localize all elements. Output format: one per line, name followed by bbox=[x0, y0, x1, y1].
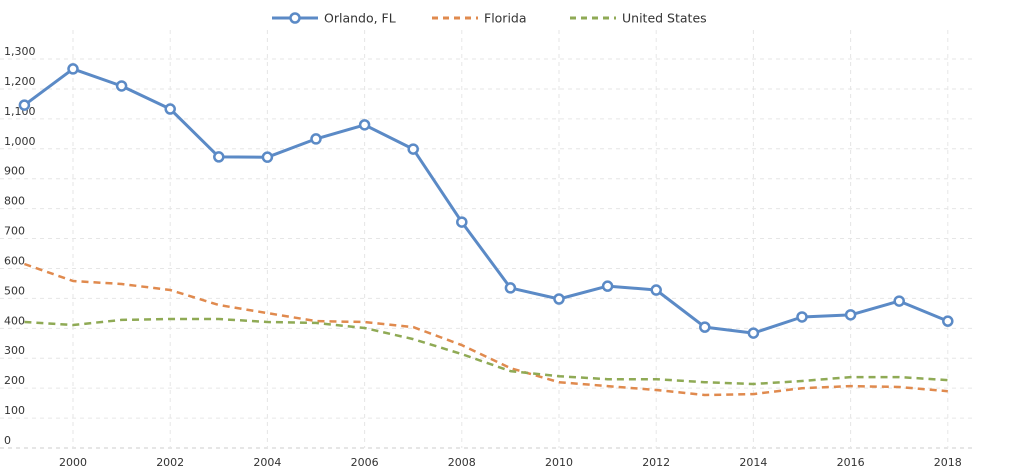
data-point bbox=[18, 99, 31, 111]
y-tick-label: 900 bbox=[4, 165, 25, 178]
data-point bbox=[747, 327, 760, 339]
y-tick-label: 1,200 bbox=[4, 75, 36, 88]
y-tick-label: 400 bbox=[4, 314, 25, 327]
data-point bbox=[115, 80, 128, 92]
data-point bbox=[699, 321, 711, 333]
data-point bbox=[601, 280, 614, 292]
data-point bbox=[553, 293, 565, 305]
data-point bbox=[358, 119, 371, 131]
legend: Orlando, FL Florida United States bbox=[272, 11, 707, 26]
data-point bbox=[942, 315, 954, 327]
y-axis: 01002003004005006007008009001,0001,1001,… bbox=[4, 45, 36, 447]
legend-label: United States bbox=[622, 11, 707, 26]
y-tick-label: 500 bbox=[4, 284, 25, 297]
data-point bbox=[456, 216, 468, 228]
data-point bbox=[67, 63, 79, 75]
x-tick-label: 2006 bbox=[351, 456, 379, 469]
data-point bbox=[310, 133, 322, 145]
data-point bbox=[261, 151, 274, 163]
data-point bbox=[893, 295, 905, 307]
x-tick-label: 2008 bbox=[448, 456, 476, 469]
y-tick-label: 700 bbox=[4, 225, 25, 238]
data-point bbox=[407, 143, 419, 155]
x-axis: 2000 2002 2004 2006 2008 2010 2012 2014 2016 2018 bbox=[59, 456, 962, 469]
series-lines bbox=[18, 63, 954, 397]
x-tick-label: 2012 bbox=[642, 456, 670, 469]
y-tick-label: 300 bbox=[4, 344, 25, 357]
x-tick-label: 2018 bbox=[934, 456, 962, 469]
x-tick-label: 2016 bbox=[837, 456, 865, 469]
x-tick-label: 2014 bbox=[739, 456, 767, 469]
y-tick-label: 0 bbox=[4, 434, 11, 447]
data-point bbox=[213, 151, 225, 163]
x-tick-label: 2004 bbox=[253, 456, 281, 469]
data-point bbox=[504, 282, 517, 294]
data-point bbox=[650, 284, 662, 296]
y-tick-label: 600 bbox=[4, 254, 25, 267]
legend-label: Florida bbox=[484, 11, 527, 26]
y-tick-label: 1,000 bbox=[4, 135, 36, 148]
y-tick-label: 800 bbox=[4, 195, 25, 208]
x-tick-label: 2000 bbox=[59, 456, 87, 469]
series-line-1 bbox=[23, 262, 948, 397]
legend-marker bbox=[289, 12, 301, 24]
y-tick-label: 200 bbox=[4, 374, 25, 387]
data-point bbox=[844, 309, 857, 321]
series-line-0 bbox=[23, 67, 949, 335]
y-tick-label: 1,300 bbox=[4, 45, 36, 58]
x-tick-label: 2010 bbox=[545, 456, 573, 469]
grid bbox=[0, 30, 975, 449]
y-tick-label: 100 bbox=[4, 404, 25, 417]
legend-label: Orlando, FL bbox=[324, 11, 396, 26]
data-point bbox=[796, 311, 808, 323]
data-point bbox=[164, 103, 176, 115]
x-tick-label: 2002 bbox=[156, 456, 184, 469]
